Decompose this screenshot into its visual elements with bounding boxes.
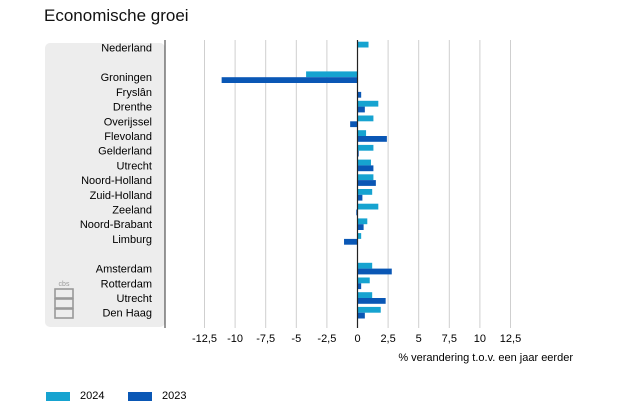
bar-2023 bbox=[357, 312, 365, 319]
bar-2023 bbox=[357, 268, 392, 275]
x-axis-label: % verandering t.o.v. een jaar eerder bbox=[398, 352, 573, 364]
bar-2024 bbox=[357, 41, 369, 48]
category-label: Flevoland bbox=[104, 131, 152, 143]
x-tick-label: -5 bbox=[291, 333, 301, 345]
x-tick-label: -12,5 bbox=[192, 333, 217, 345]
category-label: Groningen bbox=[101, 72, 152, 84]
bar-2023 bbox=[357, 194, 363, 201]
bar-2023 bbox=[357, 91, 362, 98]
legend-swatch-2023 bbox=[128, 391, 152, 401]
category-label: Den Haag bbox=[102, 308, 152, 320]
bar-2024 bbox=[357, 189, 373, 195]
x-tick-label: -2,5 bbox=[317, 333, 336, 345]
bar-2024 bbox=[357, 144, 374, 151]
category-label: Rotterdam bbox=[101, 278, 152, 290]
bar-2024 bbox=[357, 115, 374, 122]
bar-2023 bbox=[350, 121, 358, 128]
bar-2024 bbox=[357, 159, 371, 166]
x-tick-label: 2,5 bbox=[380, 333, 395, 345]
bar-2024 bbox=[357, 292, 373, 298]
cbs-logo-text: cbs bbox=[59, 281, 70, 288]
bar-2024 bbox=[357, 233, 362, 239]
x-tick-label: 7,5 bbox=[442, 333, 457, 345]
category-label: Overijssel bbox=[104, 116, 152, 128]
legend-label-2024: 2024 bbox=[80, 390, 105, 402]
legend-item-2023: 2023 bbox=[128, 390, 186, 402]
bar-2023 bbox=[357, 180, 376, 186]
category-label: Noord-Holland bbox=[81, 175, 152, 187]
category-label: Drenthe bbox=[113, 102, 152, 114]
category-label: Gelderland bbox=[98, 146, 152, 158]
bar-2023 bbox=[357, 150, 359, 157]
x-tick-label: 10 bbox=[474, 333, 486, 345]
category-label: Amsterdam bbox=[96, 264, 152, 276]
x-tick-label: 0 bbox=[354, 333, 360, 345]
bar-2024 bbox=[357, 174, 374, 181]
category-label: Fryslân bbox=[116, 87, 152, 99]
bar-2023 bbox=[357, 298, 386, 304]
category-label: Nederland bbox=[101, 43, 152, 55]
category-label: Zuid-Holland bbox=[90, 190, 152, 202]
bar-2023 bbox=[356, 209, 358, 216]
x-tick-label: -10 bbox=[227, 333, 243, 345]
category-label: Zeeland bbox=[112, 205, 152, 217]
bar-2024 bbox=[357, 203, 379, 210]
bar-2023 bbox=[357, 165, 374, 172]
x-tick-label: 5 bbox=[416, 333, 422, 345]
bar-2023 bbox=[221, 77, 358, 83]
bar-2023 bbox=[357, 283, 362, 290]
category-label-panel bbox=[45, 43, 165, 327]
category-label: Limburg bbox=[112, 234, 152, 246]
bar-2024 bbox=[357, 306, 381, 313]
x-tick-label: 12,5 bbox=[500, 333, 521, 345]
bar-2024 bbox=[357, 262, 373, 269]
x-tick-label: -7,5 bbox=[256, 333, 275, 345]
bar-2024 bbox=[306, 71, 358, 78]
category-label: Utrecht bbox=[117, 160, 152, 172]
chart-title: Economische groei bbox=[44, 6, 189, 25]
bar-2024 bbox=[357, 100, 379, 107]
bar-2024 bbox=[357, 130, 367, 136]
category-label: Noord-Brabant bbox=[80, 219, 152, 231]
legend-label-2023: 2023 bbox=[162, 390, 187, 402]
legend-item-2024: 2024 bbox=[46, 390, 104, 402]
bar-2024 bbox=[357, 277, 370, 284]
category-label: Utrecht bbox=[117, 293, 152, 305]
bar-2023 bbox=[344, 238, 358, 245]
bar-2023 bbox=[357, 106, 365, 113]
bar-2023 bbox=[357, 136, 387, 142]
cbs-logo: cbs bbox=[54, 281, 74, 319]
legend-swatch-2024 bbox=[46, 391, 70, 401]
bar-2024 bbox=[357, 218, 368, 225]
bar-2023 bbox=[357, 224, 364, 230]
